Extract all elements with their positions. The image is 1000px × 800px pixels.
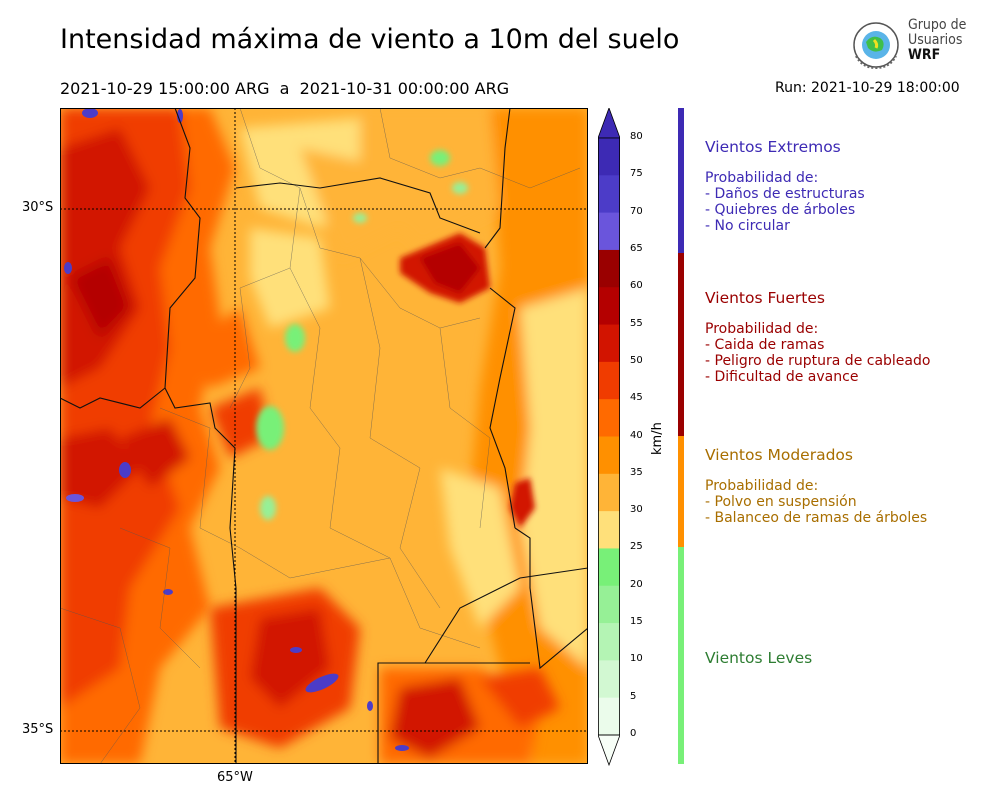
colorbar-tick-label: 20 bbox=[630, 578, 643, 590]
category-line: - No circular bbox=[705, 218, 790, 234]
category-line: Probabilidad de: bbox=[705, 321, 819, 337]
lat-label-30s: 30°S bbox=[22, 200, 54, 215]
colorbar-segment bbox=[598, 287, 620, 326]
colorbar-unit: km/h bbox=[650, 422, 665, 455]
category-line: - Daños de estructuras bbox=[705, 186, 865, 202]
colorbar-segment bbox=[598, 585, 620, 624]
wind-extreme-spots bbox=[64, 108, 409, 751]
department-borders bbox=[60, 108, 581, 764]
colorbar-tick-label: 35 bbox=[630, 466, 643, 478]
colorbar-tick-label: 10 bbox=[630, 653, 643, 665]
category-bar-leves bbox=[678, 547, 684, 764]
colorbar-tick-label: 45 bbox=[630, 392, 643, 404]
colorbar-segment bbox=[598, 138, 620, 176]
category-line: - Dificultad de avance bbox=[705, 369, 859, 385]
colorbar-segment bbox=[598, 697, 620, 736]
colorbar-tick-label: 65 bbox=[630, 242, 643, 254]
colorbar-segment bbox=[598, 361, 620, 400]
chart-title: Intensidad máxima de viento a 10m del su… bbox=[60, 24, 680, 55]
wind-field-low bbox=[256, 150, 468, 520]
category-bar-extremos bbox=[678, 108, 684, 253]
wind-field-east bbox=[240, 108, 588, 764]
category-bar-fuertes bbox=[678, 253, 684, 436]
category-fuertes: Vientos Fuertes Probabilidad de: - Caida… bbox=[705, 289, 930, 385]
run-time: Run: 2021-10-29 18:00:00 bbox=[775, 80, 960, 96]
logo-line3: WRF bbox=[908, 47, 941, 63]
colorbar-segment bbox=[598, 249, 620, 288]
colorbar-segment bbox=[598, 175, 620, 214]
category-line: - Peligro de ruptura de cableado bbox=[705, 353, 931, 369]
graticule bbox=[60, 108, 588, 764]
colorbar-segment bbox=[598, 511, 620, 549]
colorbar-segment bbox=[598, 399, 620, 437]
wind-field-west bbox=[60, 108, 270, 764]
wind-cell-central bbox=[400, 233, 535, 528]
colorbar-segment bbox=[598, 623, 620, 661]
globe-emblem-icon bbox=[853, 22, 899, 70]
colorbar-extend-min bbox=[598, 734, 620, 767]
logo-line1: Grupo de bbox=[908, 17, 967, 33]
colorbar bbox=[598, 108, 620, 767]
lat-label-35s: 35°S bbox=[22, 722, 54, 737]
category-line: Probabilidad de: bbox=[705, 478, 819, 494]
category-moderados: Vientos Moderados Probabilidad de: - Pol… bbox=[705, 446, 927, 526]
category-line: - Quiebres de árboles bbox=[705, 202, 856, 218]
category-title: Vientos Extremos bbox=[705, 138, 841, 156]
category-title: Vientos Moderados bbox=[705, 446, 853, 464]
category-title: Vientos Fuertes bbox=[705, 289, 825, 307]
colorbar-segment bbox=[598, 212, 620, 251]
colorbar-tick-label: 80 bbox=[630, 131, 643, 142]
colorbar-extend-max bbox=[598, 108, 620, 139]
category-line: - Balanceo de ramas de árboles bbox=[705, 510, 928, 526]
colorbar-segment bbox=[598, 324, 620, 363]
colorbar-tick-label: 75 bbox=[630, 168, 643, 180]
colorbar-tick-label: 5 bbox=[630, 690, 637, 702]
colorbar-segment bbox=[598, 548, 620, 587]
province-borders bbox=[60, 108, 588, 764]
category-line: Probabilidad de: bbox=[705, 170, 819, 186]
colorbar-tick-label: 40 bbox=[630, 429, 643, 441]
lon-label-65w: 65°W bbox=[217, 770, 253, 785]
colorbar-tick-label: 50 bbox=[630, 354, 643, 366]
category-extremos: Vientos Extremos Probabilidad de: - Daño… bbox=[705, 138, 865, 234]
category-leves: Vientos Leves bbox=[705, 649, 812, 681]
logo-line2: Usuarios bbox=[908, 32, 963, 48]
wrf-logo: Grupo de Usuarios WRF bbox=[848, 18, 968, 72]
colorbar-segment bbox=[598, 473, 620, 512]
colorbar-segment bbox=[598, 660, 620, 699]
colorbar-tick-label: 55 bbox=[630, 317, 643, 329]
colorbar-tick-label: 0 bbox=[630, 728, 637, 739]
colorbar-tick-label: 15 bbox=[630, 616, 643, 628]
category-line: - Caida de ramas bbox=[705, 337, 825, 353]
colorbar-tick-label: 25 bbox=[630, 541, 643, 553]
colorbar-tick-label: 60 bbox=[630, 280, 643, 292]
colorbar-tick-label: 30 bbox=[630, 504, 643, 516]
category-line: - Polvo en suspensión bbox=[705, 494, 857, 510]
colorbar-tick-label: 70 bbox=[630, 205, 643, 217]
forecast-period: 2021-10-29 15:00:00 ARG a 2021-10-31 00:… bbox=[60, 79, 510, 98]
wind-field-south bbox=[210, 588, 560, 764]
category-bar-moderados bbox=[678, 436, 684, 547]
colorbar-segment bbox=[598, 436, 620, 475]
category-title: Vientos Leves bbox=[705, 649, 813, 667]
wind-map bbox=[60, 108, 588, 764]
